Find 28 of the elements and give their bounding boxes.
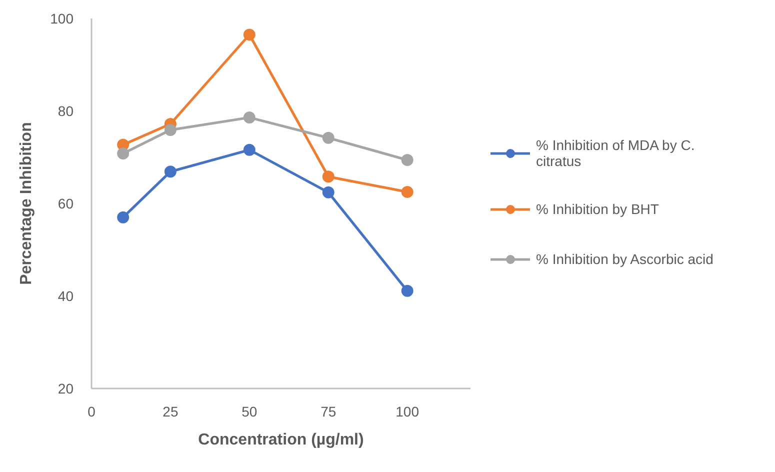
point	[164, 166, 176, 178]
x-tick-label: 50	[242, 404, 258, 420]
legend-label: % Inhibition of MDA by C. citratus	[536, 137, 695, 169]
point	[401, 154, 414, 166]
y-tick-label: 40	[58, 288, 74, 304]
point	[243, 111, 256, 124]
point	[401, 284, 414, 297]
x-tick-label: 75	[320, 404, 336, 420]
point	[243, 144, 256, 156]
point	[322, 170, 334, 183]
y-axis-title: Percentage Inhibition	[18, 122, 36, 285]
y-tick-label: 60	[58, 196, 74, 212]
y-tick-label: 80	[58, 103, 74, 119]
x-tick-label: 25	[162, 404, 178, 420]
point	[243, 28, 256, 41]
legend-label: % Inhibition by BHT	[536, 201, 659, 217]
y-tick-label: 20	[58, 380, 74, 396]
y-tick-label: 100	[50, 10, 74, 26]
point	[164, 124, 176, 136]
point	[322, 132, 334, 144]
point	[117, 211, 130, 224]
x-axis-title: Concentration (µg/ml)	[198, 432, 364, 448]
point	[401, 186, 414, 198]
x-tick-label: 0	[88, 404, 96, 420]
point	[117, 148, 130, 160]
legend-label: % Inhibition by Ascorbic acid	[536, 251, 714, 267]
x-tick-label: 100	[396, 404, 420, 420]
point	[322, 186, 334, 198]
